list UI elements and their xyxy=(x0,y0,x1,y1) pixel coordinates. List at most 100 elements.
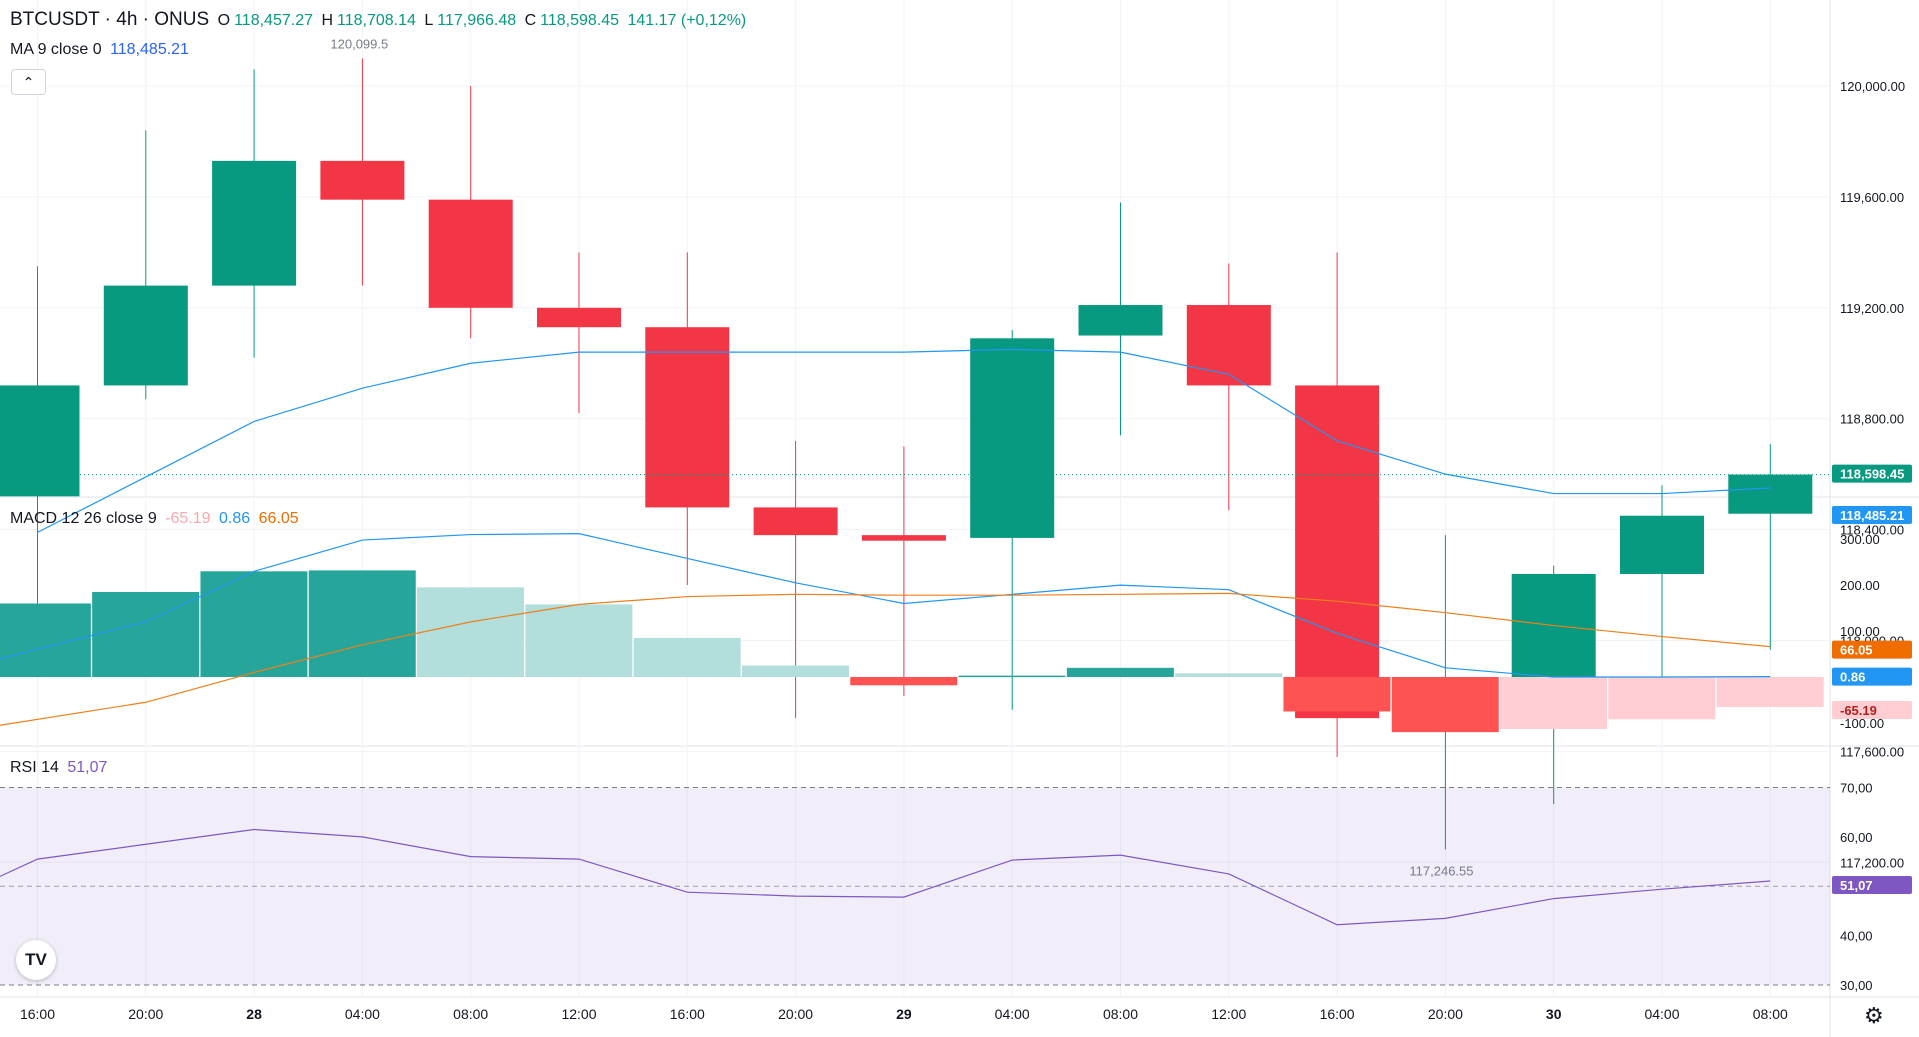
close-label: C xyxy=(524,12,537,29)
candle-up xyxy=(0,385,80,497)
macd-histogram-bar xyxy=(958,675,1066,678)
rsi-legend-value: 51,07 xyxy=(67,759,108,776)
price-tick-label: 118,400.00 xyxy=(1840,523,1904,538)
change-value: 141.17 (+0,12%) xyxy=(627,12,747,29)
open-label: O xyxy=(217,12,231,29)
macd-histogram-bar xyxy=(0,603,91,677)
time-tick-label: 20:00 xyxy=(1428,1006,1463,1022)
rsi-tick-label: 60,00 xyxy=(1840,830,1873,845)
macd-line xyxy=(0,533,1771,678)
last-price-label: 118,598.45 xyxy=(1840,467,1904,482)
time-tick-label: 12:00 xyxy=(1211,1006,1246,1022)
candle-up xyxy=(1511,573,1596,694)
candle-up xyxy=(1728,474,1813,514)
macd-signal-label-bg xyxy=(1832,640,1912,659)
macd-legend[interactable]: MACD 12 26 close 9 -65.19 0.86 66.05 xyxy=(10,510,303,528)
candle-down xyxy=(1186,305,1271,386)
open-value: 118,457.27 xyxy=(234,12,313,29)
rsi-tick-label: 40,00 xyxy=(1840,929,1873,944)
last-price-label-bg xyxy=(1832,464,1912,483)
macd-histogram-bar xyxy=(1391,677,1499,733)
time-tick-label: 04:00 xyxy=(345,1006,380,1022)
time-tick-label: 16:00 xyxy=(1320,1006,1355,1022)
high-value: 118,708.14 xyxy=(337,12,416,29)
ma-legend[interactable]: MA 9 close 0 118,485.21 xyxy=(10,41,193,59)
rsi-value-label-bg xyxy=(1832,875,1912,894)
time-tick-label: 04:00 xyxy=(995,1006,1030,1022)
time-tick-label: 04:00 xyxy=(1644,1006,1679,1022)
macd-histogram-bar xyxy=(1716,677,1824,707)
ma-line xyxy=(37,348,1771,533)
price-tick-label: 117,600.00 xyxy=(1840,744,1904,759)
rsi-legend-label: RSI 14 xyxy=(10,759,59,776)
tradingview-logo[interactable]: TV xyxy=(16,940,56,980)
ma-legend-value: 118,485.21 xyxy=(110,41,189,58)
close-value: 118,598.45 xyxy=(540,12,620,29)
candle-down xyxy=(1295,385,1380,719)
macd-histogram-bar xyxy=(308,570,416,677)
macd-histogram-bar xyxy=(1608,677,1716,720)
price-tick-label: 118,800.00 xyxy=(1840,412,1904,427)
macd-tick-label: 200.00 xyxy=(1840,578,1880,593)
time-tick-label: 08:00 xyxy=(453,1006,488,1022)
low-value: 117,966.48 xyxy=(437,12,517,29)
time-tick-label: 28 xyxy=(246,1006,262,1022)
macd-legend-signal: 66.05 xyxy=(258,510,299,527)
macd-tick-label: 100.00 xyxy=(1840,624,1880,639)
candle-up xyxy=(970,338,1055,538)
rsi-tick-label: 30,00 xyxy=(1840,978,1873,993)
price-tick-label: 117,200.00 xyxy=(1840,855,1904,870)
price-tick-label: 119,200.00 xyxy=(1840,301,1904,316)
symbol-title[interactable]: BTCUSDT · 4h · ONUS xyxy=(10,9,210,30)
macd-histogram-bar xyxy=(525,604,633,677)
macd-tick-label: 300.00 xyxy=(1840,532,1880,547)
macd-hist-label-bg xyxy=(1832,700,1912,719)
time-tick-label: 12:00 xyxy=(561,1006,596,1022)
price-tick-label: 119,600.00 xyxy=(1840,190,1904,205)
price-tick-label: 120,000.00 xyxy=(1840,79,1905,94)
macd-histogram-bar xyxy=(1066,667,1174,677)
macd-histogram-bar xyxy=(1175,673,1283,677)
collapse-legend-button[interactable]: ⌃ xyxy=(11,69,46,95)
time-tick-label: 29 xyxy=(896,1006,912,1022)
time-tick-label: 20:00 xyxy=(778,1006,813,1022)
macd-legend-label: MACD 12 26 close 9 xyxy=(10,510,157,527)
macd-signal-label: 66.05 xyxy=(1840,643,1873,658)
candle-down xyxy=(861,535,946,541)
candle-down xyxy=(320,160,405,200)
candle-up xyxy=(212,160,297,286)
macd-histogram-bar xyxy=(92,591,200,677)
candle-down xyxy=(645,327,730,508)
macd-histogram-bar xyxy=(200,571,308,677)
rsi-value-label: 51,07 xyxy=(1840,878,1873,893)
candle-down xyxy=(537,307,621,328)
gear-icon[interactable]: ⚙ xyxy=(1864,1003,1884,1028)
candle-up xyxy=(1078,305,1163,336)
candle-up xyxy=(103,285,188,386)
ma-price-label-bg xyxy=(1832,505,1912,524)
macd-value-label: 0.86 xyxy=(1840,670,1865,685)
low-annotation: 117,246.55 xyxy=(1409,863,1473,878)
macd-hist-label: -65.19 xyxy=(1840,703,1877,718)
candle-down xyxy=(753,507,838,536)
time-tick-label: 16:00 xyxy=(20,1006,55,1022)
macd-histogram-bar xyxy=(850,677,958,686)
macd-tick-label: -100.00 xyxy=(1840,716,1884,731)
macd-legend-macd: 0.86 xyxy=(219,510,251,527)
rsi-line xyxy=(0,828,1771,926)
ma-price-label: 118,485.21 xyxy=(1840,508,1904,523)
time-tick-label: 16:00 xyxy=(670,1006,705,1022)
macd-legend-hist: -65.19 xyxy=(165,510,211,527)
candle-up xyxy=(1620,515,1704,574)
chevron-up-icon: ⌃ xyxy=(22,74,35,90)
time-tick-label: 20:00 xyxy=(128,1006,163,1022)
macd-histogram-bar xyxy=(417,587,525,677)
time-tick-label: 08:00 xyxy=(1753,1006,1788,1022)
macd-histogram-bar xyxy=(633,637,741,677)
rsi-legend[interactable]: RSI 14 51,07 xyxy=(10,759,111,777)
signal-line xyxy=(0,592,1771,726)
rsi-tick-label: 70,00 xyxy=(1840,781,1873,796)
macd-value-label-bg xyxy=(1832,667,1912,686)
high-annotation: 120,099.5 xyxy=(330,36,388,51)
